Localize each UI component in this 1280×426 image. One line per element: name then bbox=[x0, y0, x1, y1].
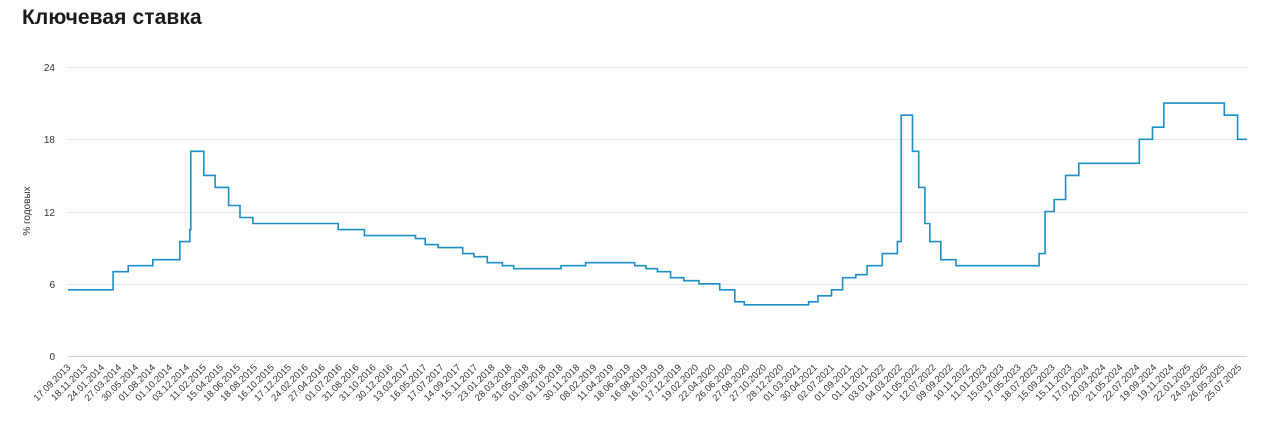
grid-lines bbox=[68, 67, 1247, 357]
y-tick-label: 18 bbox=[44, 135, 56, 146]
y-tick-label: 12 bbox=[44, 208, 56, 219]
y-tick-label: 6 bbox=[49, 280, 55, 291]
y-tick-label: 24 bbox=[44, 63, 56, 74]
series-layer bbox=[68, 102, 1247, 306]
series-line-key-rate bbox=[68, 102, 1247, 306]
y-axis: 0 6 12 18 24 bbox=[44, 63, 56, 363]
y-axis-label: % годовых bbox=[22, 186, 33, 235]
x-axis: 17.09.201318.11.201324.01.201427.03.2014… bbox=[32, 362, 1244, 403]
chart-title: Ключевая ставка bbox=[22, 6, 202, 29]
y-tick-label: 0 bbox=[49, 352, 55, 363]
